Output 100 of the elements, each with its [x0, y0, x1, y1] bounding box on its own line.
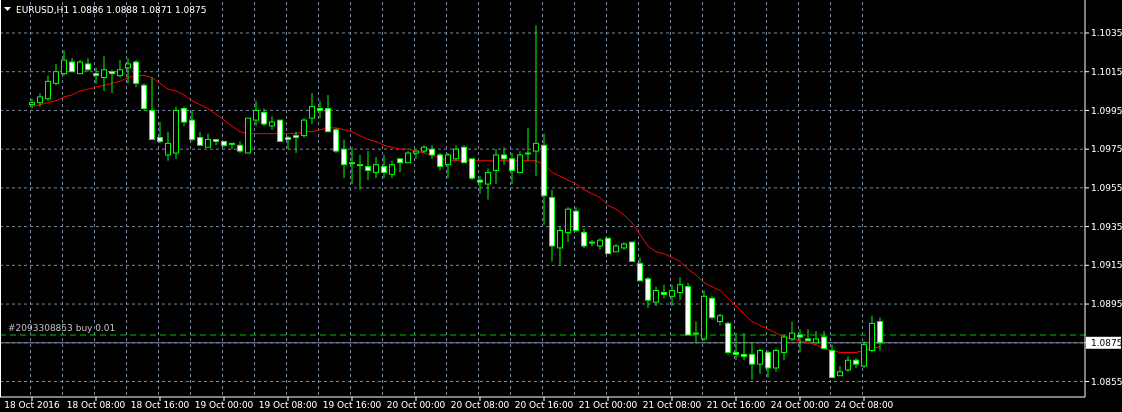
candlestick	[133, 59, 139, 88]
candlestick	[621, 241, 627, 251]
candlestick	[773, 348, 779, 373]
candlestick	[653, 286, 659, 307]
candlestick	[29, 98, 35, 109]
candlestick	[765, 350, 771, 379]
candlestick	[589, 239, 595, 247]
candlestick	[845, 355, 851, 373]
candlestick	[293, 131, 299, 154]
candlestick	[557, 226, 563, 266]
candlestick	[525, 127, 531, 162]
candlestick	[733, 332, 739, 361]
candlestick	[853, 357, 859, 369]
candlestick	[509, 152, 515, 185]
candlestick	[597, 237, 603, 251]
candlestick	[181, 106, 187, 127]
x-tick-label: 21 Oct 08:00	[642, 400, 702, 410]
x-tick-label: 19 Oct 08:00	[258, 400, 318, 410]
candlestick	[341, 138, 347, 179]
candlestick	[677, 276, 683, 301]
y-tick-label: 1.1015	[1091, 66, 1122, 77]
candlestick	[101, 55, 107, 92]
candlestick	[797, 328, 803, 353]
candlestick	[93, 67, 99, 84]
candlestick	[109, 69, 115, 94]
candlestick	[269, 115, 275, 131]
candlestick	[453, 144, 459, 162]
candlestick	[253, 100, 259, 127]
y-tick-label: 1.0975	[1091, 144, 1122, 155]
candlestick	[445, 152, 451, 179]
candlestick	[37, 92, 43, 108]
x-tick-label: 19 Oct 00:00	[194, 400, 254, 410]
candlestick	[485, 168, 491, 200]
candlestick	[237, 140, 243, 154]
x-tick-label: 21 Oct 00:00	[578, 400, 638, 410]
x-tick-label: 24 Oct 08:00	[834, 400, 894, 410]
ref-line-label: 1.0875	[1091, 337, 1122, 348]
candlestick	[85, 57, 91, 73]
y-tick-label: 1.0855	[1091, 376, 1122, 387]
candlestick	[381, 154, 387, 179]
candlestick	[861, 340, 867, 369]
candlestick	[421, 144, 427, 154]
candlestick	[725, 320, 731, 355]
candlestick	[301, 117, 307, 139]
candlestick	[749, 342, 755, 381]
candlestick	[317, 100, 323, 119]
x-tick-label: 18 Oct 08:00	[66, 400, 126, 410]
y-tick-label: 1.0895	[1091, 299, 1122, 310]
x-tick-label: 18 Oct 2016	[4, 400, 61, 410]
candlestick	[61, 49, 67, 77]
candlestick	[501, 146, 507, 166]
x-tick-label: 20 Oct 00:00	[386, 400, 446, 410]
candlestick	[45, 75, 51, 102]
ref-line-label: #2093308853 buy 0.01	[8, 323, 116, 334]
candlestick	[309, 92, 315, 125]
candlestick	[365, 150, 371, 181]
candlestick	[117, 59, 123, 79]
candlestick	[125, 57, 131, 84]
candlestick	[541, 133, 547, 226]
y-tick-label: 1.0935	[1091, 221, 1122, 232]
candlestick	[261, 108, 267, 127]
candlestick	[717, 313, 723, 326]
x-tick-label: 19 Oct 16:00	[322, 400, 382, 410]
candlestick	[549, 189, 555, 262]
candlestick	[141, 82, 147, 111]
candlestick	[437, 152, 443, 171]
candlestick	[661, 284, 667, 299]
candlestick	[789, 320, 795, 342]
candlestick	[389, 160, 395, 179]
candlestick	[189, 109, 195, 142]
y-tick-label: 1.0995	[1091, 105, 1122, 116]
candlestick	[869, 315, 875, 353]
candlestick	[741, 332, 747, 361]
candlestick	[757, 348, 763, 375]
candlestick	[165, 131, 171, 162]
candlestick	[493, 148, 499, 185]
candlestick	[781, 334, 787, 361]
candlestick	[477, 175, 483, 195]
y-tick-label: 1.0955	[1091, 183, 1122, 194]
candlestick	[565, 206, 571, 243]
candlestick	[693, 320, 699, 344]
y-tick-label: 1.1035	[1091, 28, 1122, 39]
candlestick	[333, 127, 339, 154]
y-tick-label: 1.0915	[1091, 260, 1122, 271]
x-tick-label: 24 Oct 00:00	[770, 400, 830, 410]
candlestick	[373, 156, 379, 179]
candlestick	[645, 276, 651, 309]
candlestick	[573, 206, 579, 233]
candlestick	[701, 290, 707, 342]
x-tick-label: 18 Oct 16:00	[130, 400, 190, 410]
candlestick	[157, 121, 163, 144]
x-tick-label: 20 Oct 08:00	[450, 400, 510, 410]
candlestick	[877, 317, 883, 352]
candlestick	[173, 106, 179, 160]
x-tick-label: 20 Oct 16:00	[514, 400, 574, 410]
chart-title: EURUSD,H1 1.0886 1.0888 1.0871 1.0875	[16, 5, 207, 15]
candlestick	[429, 144, 435, 160]
x-tick-label: 21 Oct 16:00	[706, 400, 766, 410]
candlestick	[669, 284, 675, 307]
candlestick	[581, 228, 587, 249]
